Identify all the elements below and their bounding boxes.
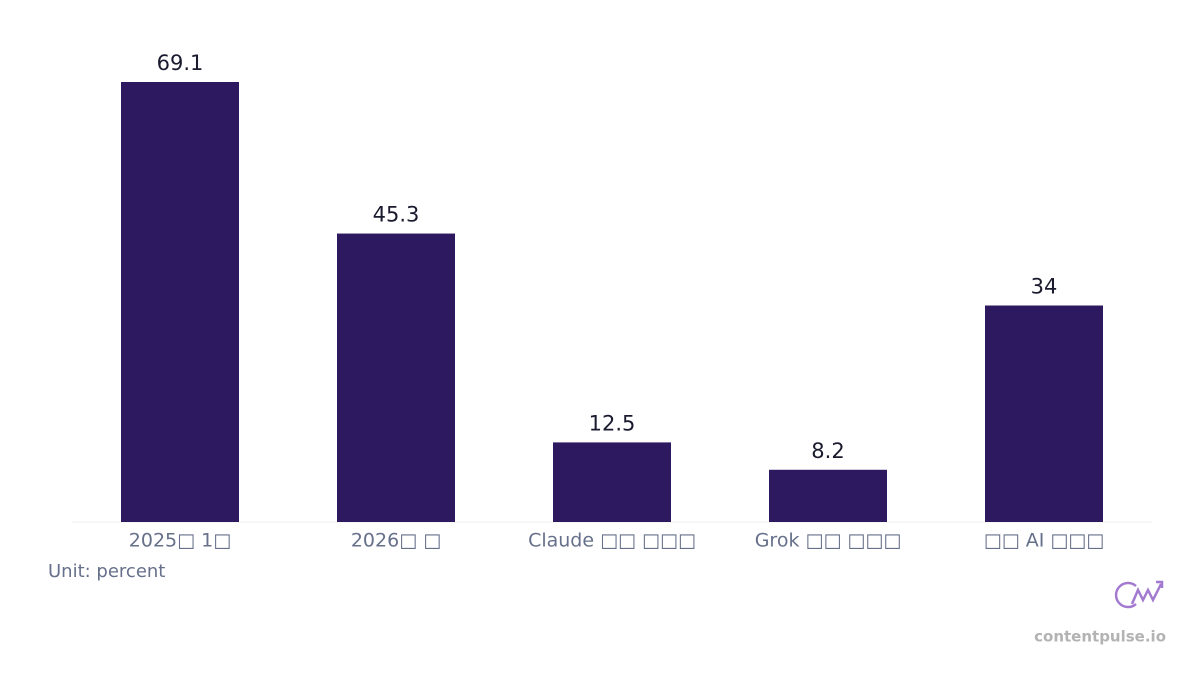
unit-note: Unit: percent bbox=[48, 561, 165, 582]
x-tick-label: 2026□ □ bbox=[351, 530, 441, 552]
bar bbox=[553, 442, 671, 522]
value-label: 12.5 bbox=[589, 411, 636, 435]
value-label: 45.3 bbox=[373, 203, 420, 227]
x-tick-label: □□ AI □□□ bbox=[984, 530, 1104, 552]
watermark: contentpulse.io bbox=[1034, 628, 1166, 646]
bar bbox=[337, 233, 455, 523]
bar bbox=[985, 305, 1103, 522]
value-label: 69.1 bbox=[157, 51, 204, 75]
x-tick-label: 2025□ 1□ bbox=[129, 530, 231, 552]
bar bbox=[769, 469, 887, 522]
x-tick-label: Grok □□ □□□ bbox=[755, 530, 902, 552]
logo bbox=[1114, 580, 1164, 609]
value-label: 34 bbox=[1031, 275, 1058, 299]
value-label: 8.2 bbox=[811, 439, 844, 463]
x-tick-label: Claude □□ □□□ bbox=[528, 530, 696, 552]
bar bbox=[121, 82, 239, 522]
